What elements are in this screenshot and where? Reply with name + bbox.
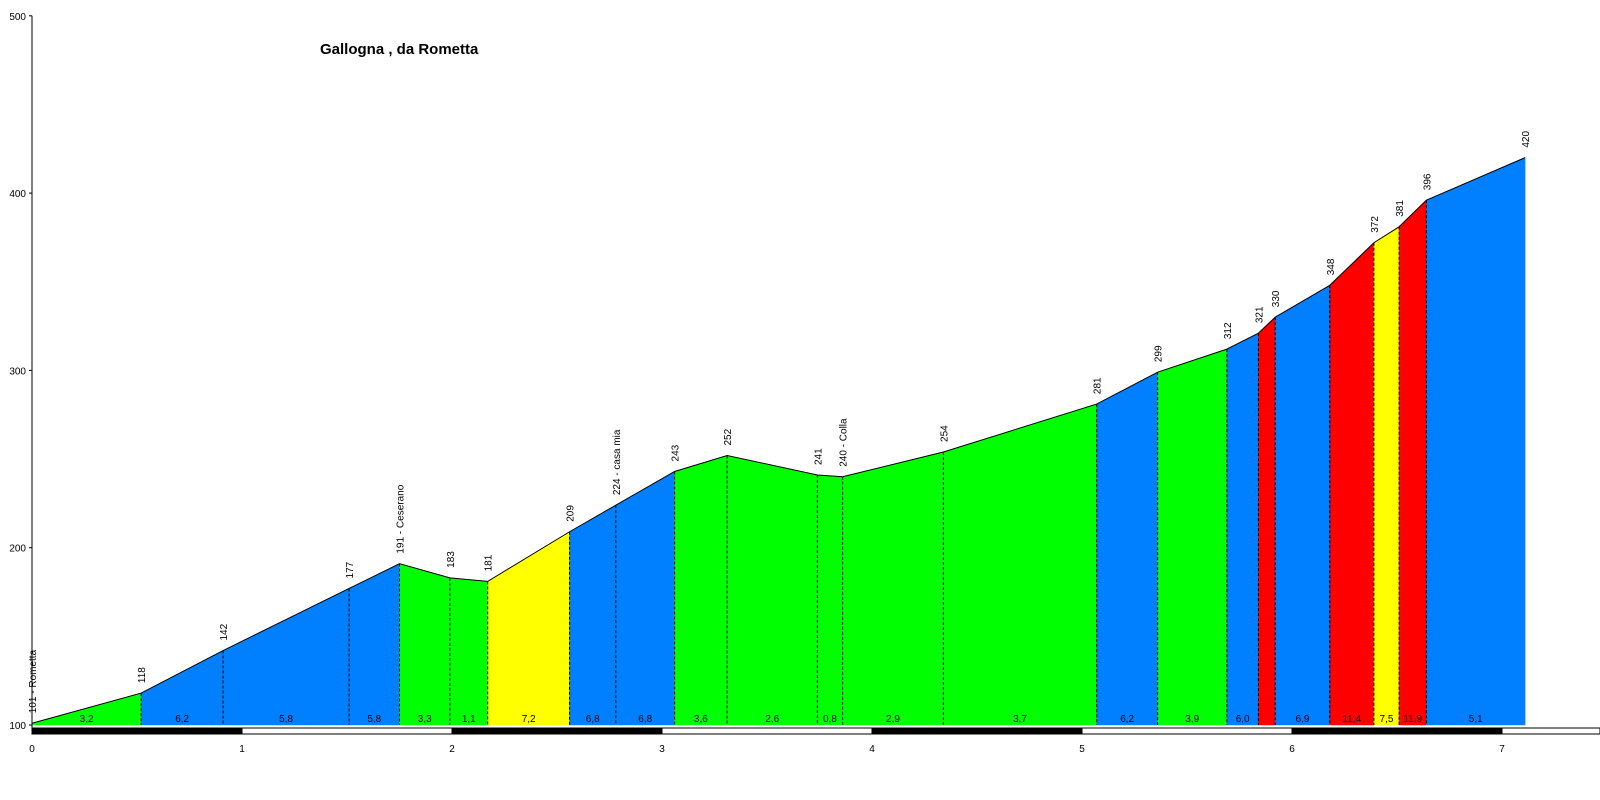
km-bar-block <box>451 727 663 735</box>
altitude-label: 312 <box>1223 322 1234 339</box>
altitude-label: 396 <box>1422 173 1433 190</box>
grade-label: 6,9 <box>1296 714 1310 725</box>
profile-line <box>31 157 1526 724</box>
grade-label: 7,5 <box>1380 714 1394 725</box>
segment-fill <box>1258 316 1276 726</box>
km-scale-bar <box>31 727 1600 735</box>
km-bar-block <box>871 727 1083 735</box>
x-tick-label: 3 <box>659 744 665 755</box>
segment-fill <box>674 455 728 726</box>
km-bar-block <box>31 727 243 735</box>
segment-fill <box>1373 226 1400 726</box>
y-tick-label: 100 <box>9 721 26 732</box>
altitude-label: 372 <box>1370 216 1381 233</box>
altitude-label: 177 <box>345 561 356 578</box>
grade-label: 5,8 <box>279 714 293 725</box>
chart-title: Gallogna , da Rometta <box>320 41 479 58</box>
grade-label: 6,2 <box>1120 714 1134 725</box>
segment-fill <box>943 403 1097 726</box>
segment-fill <box>1226 332 1259 726</box>
km-bar-block <box>1291 727 1503 735</box>
altitude-label: 181 <box>484 554 495 571</box>
segment-fill <box>222 588 350 726</box>
grade-label: 3,6 <box>694 714 708 725</box>
grade-labels: 3,2 6,2 5,8 5,8 3,3 1,1 7,2 6,8 6,8 3,6 2,6 0,8 2,9 3… <box>80 714 1483 725</box>
grade-label: 1,1 <box>462 714 476 725</box>
grade-label: 3,7 <box>1013 714 1027 725</box>
x-tick-label: 2 <box>449 744 455 755</box>
altitude-label: 142 <box>219 623 230 640</box>
grade-label: 6,8 <box>586 714 600 725</box>
altitude-label: 101 - Rometta <box>28 649 39 713</box>
km-bar-block <box>1081 727 1293 735</box>
km-bar-block <box>1501 727 1600 735</box>
segment-fill <box>842 451 944 726</box>
segment-fill <box>569 504 617 726</box>
altitude-label: 252 <box>723 428 734 445</box>
grade-label: 11,4 <box>1342 714 1361 725</box>
grade-label: 7,2 <box>522 714 536 725</box>
segment-fill <box>1398 199 1427 726</box>
x-tick-labels: 0 1 2 3 4 5 6 7 <box>29 744 1505 755</box>
grade-label: 3,2 <box>80 714 94 725</box>
y-tick-label: 300 <box>9 366 26 377</box>
altitude-label: 254 <box>939 425 950 442</box>
segment-fill <box>399 563 451 726</box>
grade-label: 3,9 <box>1185 714 1199 725</box>
segment-fill <box>1157 348 1228 726</box>
grade-label: 11,9 <box>1403 714 1422 725</box>
x-tick-label: 5 <box>1079 744 1085 755</box>
altitude-point-labels: 101 - Rometta 118 142 177 191 - Ceserano 183 1… <box>28 131 1532 714</box>
grade-label: 6,0 <box>1236 714 1250 725</box>
grade-label: 2,9 <box>886 714 900 725</box>
y-tick-labels: 100 200 300 400 500 <box>9 12 32 732</box>
segment-fill <box>726 455 818 726</box>
segment-dividers <box>140 200 1427 725</box>
segment-fill <box>1329 242 1375 726</box>
grade-label: 3,3 <box>418 714 432 725</box>
altitude-label: 420 <box>1521 131 1532 148</box>
altitude-label: 281 <box>1093 377 1104 394</box>
altitude-label: 191 - Ceserano <box>396 484 407 553</box>
segment-fill <box>1096 371 1158 726</box>
x-tick-label: 1 <box>239 744 245 755</box>
km-bar-block <box>241 727 453 735</box>
segment-fill <box>1274 284 1331 726</box>
altitude-label: 321 <box>1254 306 1265 323</box>
km-bar-block <box>661 727 873 735</box>
y-tick-label: 400 <box>9 189 26 200</box>
altitude-label: 330 <box>1271 290 1282 307</box>
altitude-label: 118 <box>137 667 148 683</box>
segment-fill <box>1426 157 1526 726</box>
segment-fill <box>615 471 675 726</box>
segment-fill <box>817 474 843 726</box>
altitude-label: 243 <box>671 444 682 461</box>
x-tick-label: 7 <box>1499 744 1505 755</box>
segment-fill <box>487 531 570 726</box>
altitude-label: 224 - casa mia <box>612 429 623 495</box>
gradient-segment-fills <box>31 157 1526 726</box>
x-tick-label: 6 <box>1289 744 1295 755</box>
altitude-label: 240 - Colla <box>839 418 850 467</box>
segment-fill <box>348 563 400 726</box>
x-tick-label: 4 <box>869 744 875 755</box>
y-tick-label: 200 <box>9 544 26 555</box>
grade-label: 0,8 <box>823 714 837 725</box>
grade-label: 5,1 <box>1469 714 1483 725</box>
segment-fill <box>449 577 488 726</box>
altitude-label: 209 <box>566 505 577 522</box>
altitude-label: 299 <box>1154 345 1165 362</box>
altitude-label: 381 <box>1395 200 1406 217</box>
grade-label: 6,8 <box>638 714 652 725</box>
y-tick-label: 500 <box>9 12 26 23</box>
grade-label: 5,8 <box>367 714 381 725</box>
altitude-label: 348 <box>1326 258 1337 275</box>
altitude-label: 241 <box>813 448 824 465</box>
altitude-label: 183 <box>446 551 457 568</box>
grade-label: 6,2 <box>175 714 189 725</box>
grade-label: 2,6 <box>765 714 779 725</box>
x-tick-label: 0 <box>29 744 35 755</box>
